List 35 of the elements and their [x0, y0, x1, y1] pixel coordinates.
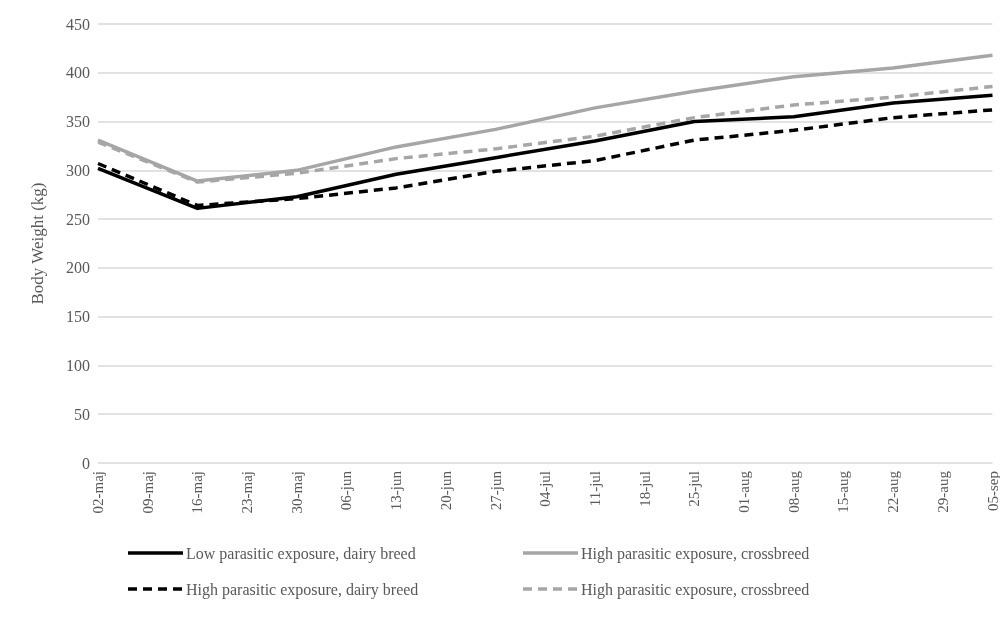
- x-tick-label: 13-jun: [388, 470, 405, 511]
- x-tick-label: 16-maj: [189, 471, 206, 514]
- legend-label: Low parasitic exposure, dairy breed: [186, 544, 416, 563]
- y-tick-label: 450: [66, 15, 90, 33]
- x-tick-label: 04-jul: [537, 471, 554, 507]
- x-tick-label: 18-jul: [636, 471, 653, 507]
- x-tick-label: 22-aug: [885, 470, 902, 513]
- y-tick-label: 300: [66, 161, 90, 179]
- x-tick-label: 20-jun: [437, 470, 454, 511]
- x-tick-label: 27-jun: [487, 470, 504, 511]
- x-tick-label: 11-jul: [586, 471, 603, 507]
- x-tick-label: 29-aug: [934, 470, 951, 513]
- legend-label: High parasitic exposure, crossbreed: [581, 580, 810, 599]
- x-tick-label: 06-jun: [338, 470, 355, 511]
- line-series: [96, 93, 995, 211]
- x-tick-label: 02-maj: [90, 471, 106, 514]
- x-tick-label: 15-aug: [835, 470, 852, 513]
- x-tick-label: 09-maj: [139, 471, 156, 514]
- x-tick-label: 08-aug: [785, 470, 802, 513]
- y-tick-label: 250: [66, 210, 90, 228]
- y-tick-label: 200: [66, 259, 90, 277]
- x-tick-label: 01-aug: [736, 470, 753, 513]
- legend-label: High parasitic exposure, crossbreed: [581, 544, 810, 563]
- y-axis-title: Body Weight (kg): [28, 182, 47, 305]
- y-tick-label: 50: [74, 405, 90, 423]
- y-tick-label: 0: [82, 454, 90, 472]
- y-tick-label: 150: [66, 308, 90, 326]
- y-tick-label: 400: [66, 64, 90, 82]
- y-tick-label: 350: [66, 113, 90, 131]
- y-tick-label: 100: [66, 356, 90, 374]
- x-tick-label: 05-sep: [984, 471, 1001, 511]
- x-tick-label: 30-maj: [288, 471, 305, 514]
- x-tick-label: 23-maj: [239, 471, 256, 514]
- x-tick-label: 25-jul: [686, 471, 703, 507]
- legend-label: High parasitic exposure, dairy breed: [186, 580, 419, 599]
